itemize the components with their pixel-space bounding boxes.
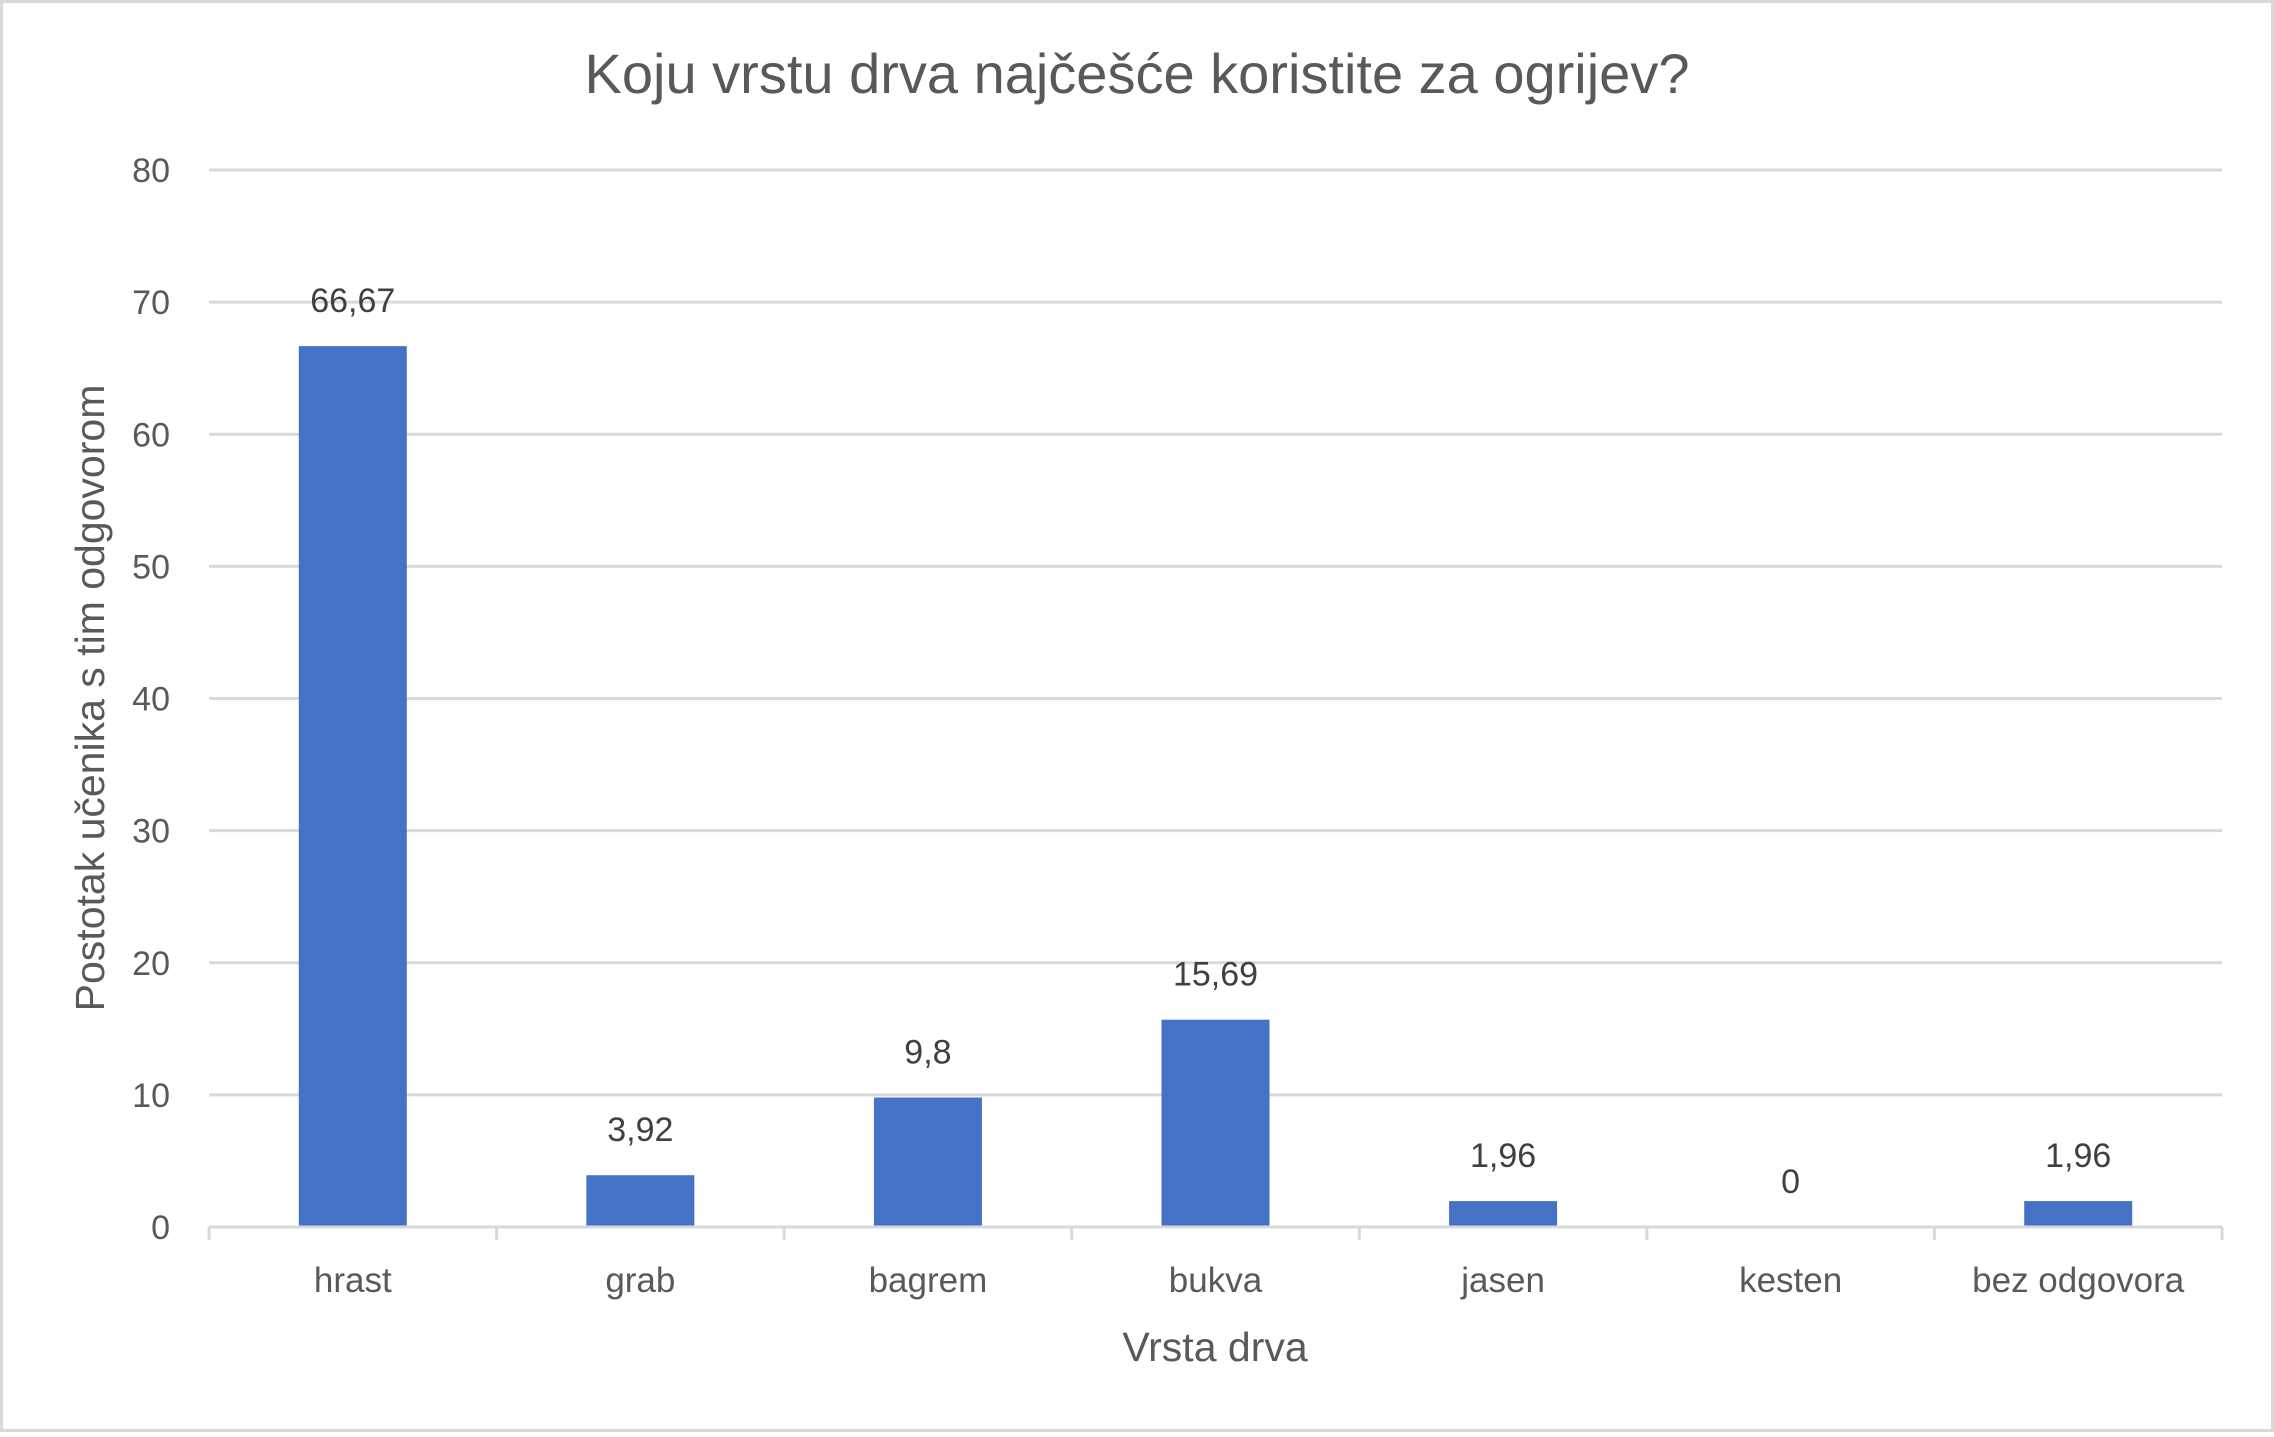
gridlines [209,168,2222,1097]
y-axis-ticks: 0 10 20 30 40 50 60 70 80 [132,152,170,1247]
x-axis [207,1225,2224,1240]
y-tick-label: 70 [132,284,170,322]
y-axis-title: Postotak učenika s tim odgovorom [67,385,113,1012]
bar-bagrem [873,1097,982,1227]
data-labels: 66,67 3,92 9,8 15,69 1,96 0 1,96 [310,282,2111,1201]
x-category-label: bukva [1169,1261,1263,1300]
x-category-label: kesten [1739,1261,1842,1300]
y-tick-label: 20 [132,945,170,983]
x-category-label: bez odgovora [1972,1261,2185,1300]
y-tick-label: 30 [132,813,170,851]
y-tick-label: 40 [132,681,170,719]
bar-bez-odgovora [2024,1201,2133,1227]
data-label: 1,96 [1470,1137,1536,1175]
x-axis-title: Vrsta drva [1122,1324,1308,1370]
data-label: 0 [1781,1163,1800,1201]
x-axis-categories: hrast grab bagrem bukva jasen kesten bez odgov… [314,1261,2185,1300]
data-label: 66,67 [310,282,395,320]
x-category-label: bagrem [869,1261,988,1300]
data-label: 3,92 [607,1111,673,1149]
y-tick-label: 0 [151,1209,170,1247]
y-tick-label: 80 [132,152,170,190]
x-category-label: jasen [1460,1261,1545,1300]
bar-jasen [1449,1201,1558,1227]
bar-grab [586,1175,695,1227]
chart-title: Koju vrstu drva najčešće koristite za og… [585,42,1690,105]
data-label: 1,96 [2045,1137,2111,1175]
bar-hrast [298,346,407,1227]
data-label: 9,8 [904,1034,951,1072]
y-tick-label: 60 [132,416,170,454]
bars [298,346,2133,1227]
bar-bukva [1161,1019,1270,1227]
y-tick-label: 10 [132,1077,170,1115]
x-category-label: hrast [314,1261,392,1300]
x-category-label: grab [605,1261,675,1300]
data-label: 15,69 [1173,956,1258,994]
y-tick-label: 50 [132,548,170,586]
